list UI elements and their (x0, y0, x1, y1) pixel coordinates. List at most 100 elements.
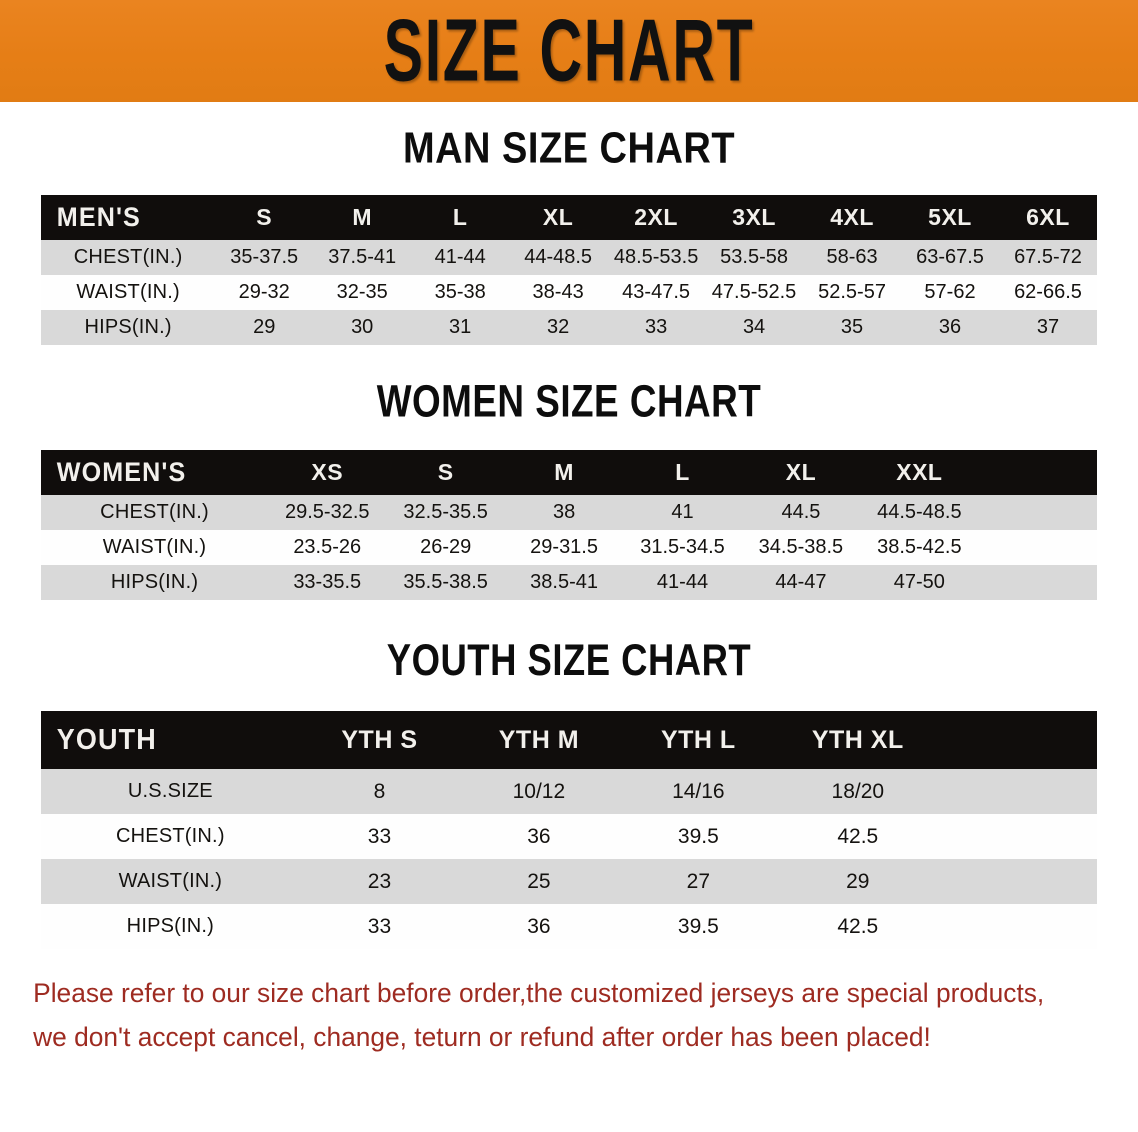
women-row-label: HIPS(IN.) (110, 571, 199, 593)
man-cell: 53.5-58 (720, 246, 788, 268)
women-size-header-empty (978, 450, 1097, 495)
women-size-table: WOMEN'S XS S M L XL XXL CHEST(IN.) 29.5-32.5 32.5… (41, 450, 1097, 600)
man-cell: 41-44 (434, 246, 486, 268)
man-cell: 31 (449, 316, 472, 338)
women-cell: 29-31.5 (530, 536, 598, 558)
man-cell: 32 (547, 316, 570, 338)
man-cell: 58-63 (826, 246, 878, 268)
man-cell: 36 (938, 316, 962, 338)
man-cell: 37 (1036, 316, 1060, 338)
youth-size-header-empty (937, 711, 1097, 769)
youth-cell: 42.5 (837, 824, 879, 848)
women-cell: 38.5-42.5 (877, 536, 962, 558)
man-cell: 32-35 (336, 281, 388, 303)
women-cell-empty (979, 495, 1097, 530)
women-size-header-xxl: XXL (896, 459, 943, 485)
youth-size-header-yth-xl: YTH XL (811, 725, 904, 754)
man-cell: 37.5-41 (328, 246, 397, 268)
page-banner: SIZE CHART (0, 0, 1138, 102)
man-cell: 44-48.5 (524, 246, 593, 268)
youth-header-row: YOUTH YTH S YTH M YTH L YTH XL (41, 711, 1097, 769)
youth-cell: 27 (686, 869, 711, 893)
man-cell: 35-37.5 (230, 246, 299, 268)
man-cell: 29 (253, 316, 276, 338)
youth-size-header-yth-l: YTH L (660, 725, 736, 754)
women-row-label: CHEST(IN.) (100, 501, 209, 523)
man-cell: 48.5-53.5 (613, 246, 699, 268)
page-title: SIZE CHART (383, 2, 755, 100)
women-section-title: WOMEN SIZE CHART (376, 376, 762, 428)
youth-row-label: CHEST(IN.) (116, 825, 225, 847)
youth-cell: 36 (527, 914, 551, 938)
man-size-header-5xl: 5XL (928, 204, 972, 230)
man-size-header-3xl: 3XL (732, 204, 776, 230)
youth-cell: 33 (367, 824, 392, 848)
youth-cell: 23 (367, 869, 392, 893)
women-size-header-xl: XL (785, 459, 817, 485)
table-row: HIPS(IN.) 33 36 39.5 42.5 (41, 904, 1097, 949)
women-header-row: WOMEN'S XS S M L XL XXL (41, 450, 1097, 495)
women-cell: 47-50 (893, 571, 945, 593)
man-cell: 35 (840, 316, 864, 338)
man-cell: 62-66.5 (1014, 281, 1082, 303)
women-cell: 26-29 (420, 536, 472, 558)
disclaimer-note: Please refer to our size chart before or… (0, 971, 1110, 1059)
table-row: WAIST(IN.) 23 25 27 29 (41, 859, 1097, 904)
table-row: WAIST(IN.) 29-32 32-35 35-38 38-43 43-47.5 47.… (41, 275, 1097, 310)
youth-cell: 10/12 (512, 779, 566, 803)
table-row: HIPS(IN.) 33-35.5 35.5-38.5 38.5-41 41-44 44-… (41, 565, 1097, 600)
youth-cell-empty (938, 814, 1097, 859)
women-table-wrap: WOMEN'S XS S M L XL XXL CHEST(IN.) 29.5-32.5 32.5… (0, 450, 1138, 600)
youth-cell: 8 (373, 779, 386, 803)
man-row-label: CHEST(IN.) (73, 246, 183, 268)
man-size-header-m: M (352, 204, 373, 230)
youth-section-title: YOUTH SIZE CHART (386, 636, 752, 686)
man-cell: 43-47.5 (622, 281, 691, 303)
women-cell: 23.5-26 (293, 536, 362, 558)
table-row: CHEST(IN.) 35-37.5 37.5-41 41-44 44-48.5 48.5… (41, 240, 1097, 275)
women-cell-empty (979, 530, 1097, 565)
man-header-row: MEN'S S M L XL 2XL 3XL 4XL 5XL 6XL (41, 195, 1097, 240)
women-cell: 41-44 (656, 571, 709, 593)
youth-size-table: YOUTH YTH S YTH M YTH L YTH XL U.S.SIZE 8 10/12… (41, 711, 1097, 949)
man-cell: 63-67.5 (916, 246, 984, 268)
man-cell: 30 (351, 316, 374, 338)
youth-row-label: HIPS(IN.) (126, 915, 215, 937)
man-cell: 47.5-52.5 (711, 281, 797, 303)
man-cell: 29-32 (238, 281, 290, 303)
youth-corner-label: YOUTH (56, 723, 157, 756)
youth-row-label: U.S.SIZE (127, 780, 213, 802)
man-cell: 38-43 (532, 281, 584, 303)
man-cell: 34 (742, 316, 766, 338)
man-size-header-2xl: 2XL (634, 204, 678, 230)
youth-cell: 42.5 (837, 914, 879, 938)
table-row: CHEST(IN.) 33 36 39.5 42.5 (41, 814, 1097, 859)
man-cell: 67.5-72 (1014, 246, 1082, 268)
women-corner-label: WOMEN'S (56, 457, 187, 487)
women-cell: 31.5-34.5 (640, 536, 725, 558)
man-size-table: MEN'S S M L XL 2XL 3XL 4XL 5XL 6XL CHEST(IN.) 35-37… (41, 195, 1097, 345)
table-row: WAIST(IN.) 23.5-26 26-29 29-31.5 31.5-34.5 34… (41, 530, 1097, 565)
youth-cell: 33 (367, 914, 392, 938)
women-cell: 34.5-38.5 (758, 536, 844, 558)
women-cell: 32.5-35.5 (403, 501, 488, 523)
youth-cell: 18/20 (831, 779, 885, 803)
man-cell: 33 (644, 316, 668, 338)
youth-cell: 25 (527, 869, 551, 893)
man-table-wrap: MEN'S S M L XL 2XL 3XL 4XL 5XL 6XL CHEST(IN.) 35-37… (0, 195, 1138, 345)
disclaimer-line-2: we don't accept cancel, change, teturn o… (33, 1022, 931, 1052)
women-cell: 41 (671, 501, 694, 523)
youth-cell: 29 (846, 869, 870, 893)
man-size-header-6xl: 6XL (1026, 204, 1070, 230)
man-cell: 57-62 (924, 281, 976, 303)
man-size-header-s: S (256, 204, 273, 230)
youth-cell: 14/16 (672, 779, 725, 803)
women-size-header-s: S (437, 459, 454, 485)
women-row-label: WAIST(IN.) (102, 536, 207, 558)
man-cell: 35-38 (434, 281, 486, 303)
women-size-header-l: L (675, 459, 690, 485)
youth-cell: 39.5 (677, 824, 719, 848)
youth-table-wrap: YOUTH YTH S YTH M YTH L YTH XL U.S.SIZE 8 10/12… (0, 711, 1138, 949)
youth-cell: 39.5 (677, 914, 719, 938)
table-row: U.S.SIZE 8 10/12 14/16 18/20 (41, 769, 1097, 814)
